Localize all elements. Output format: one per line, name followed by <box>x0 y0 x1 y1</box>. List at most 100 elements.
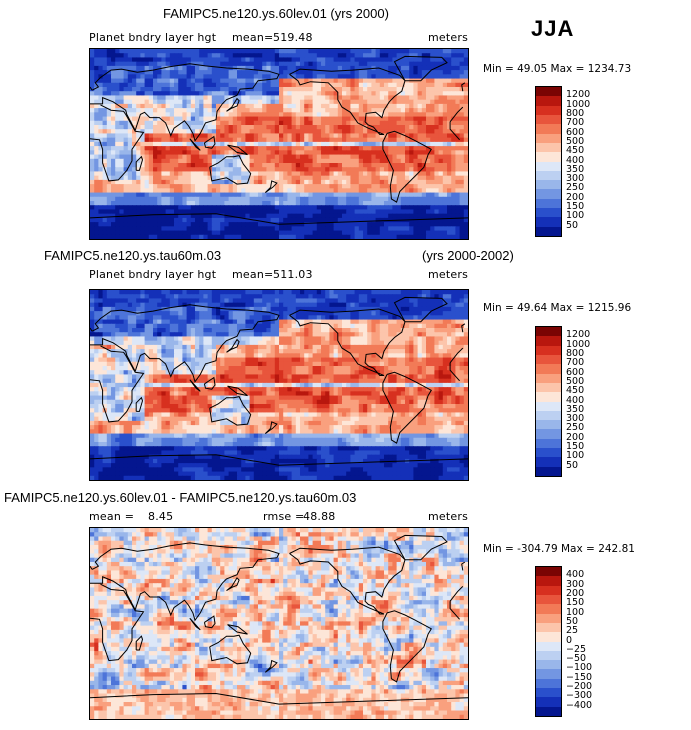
field-cell <box>190 125 196 130</box>
field-cell <box>245 213 251 219</box>
field-cell <box>342 141 347 147</box>
field-cell <box>190 53 196 59</box>
field-cell <box>287 311 293 316</box>
panel2-units: meters <box>428 268 469 281</box>
field-cell <box>94 179 99 185</box>
field-cell <box>274 61 280 67</box>
field-cell <box>148 222 154 227</box>
field-cell <box>207 290 213 295</box>
field-cell <box>157 205 162 211</box>
field-cell <box>140 70 146 75</box>
field-cell <box>216 133 221 139</box>
field-cell <box>115 196 120 202</box>
field-cell <box>291 226 297 232</box>
field-cell <box>346 171 351 177</box>
field-cell <box>153 120 158 126</box>
field-cell <box>308 99 314 105</box>
field-cell <box>329 294 335 300</box>
field-cell <box>384 294 389 300</box>
field-cell <box>186 298 192 304</box>
field-cell <box>409 53 414 59</box>
field-cell <box>232 141 238 147</box>
field-cell <box>350 87 356 92</box>
field-cell <box>262 129 267 135</box>
field-cell <box>140 74 146 80</box>
field-cell <box>396 294 402 300</box>
field-cell <box>174 226 179 232</box>
field-cell <box>455 141 461 147</box>
field-cell <box>266 230 272 236</box>
field-cell <box>459 311 465 316</box>
field-cell <box>291 306 297 312</box>
field-cell <box>249 158 255 164</box>
field-cell <box>182 298 188 304</box>
field-cell <box>186 306 192 312</box>
field-cell <box>203 125 209 130</box>
field-cell <box>379 298 385 304</box>
field-cell <box>199 95 204 101</box>
field-cell <box>316 53 322 59</box>
field-cell <box>438 298 444 304</box>
field-cell <box>434 167 440 173</box>
field-cell <box>90 192 95 198</box>
field-cell <box>199 290 204 295</box>
field-cell <box>266 99 272 105</box>
field-cell <box>270 125 276 130</box>
field-cell <box>371 154 377 160</box>
field-cell <box>409 125 414 130</box>
field-cell <box>249 70 255 75</box>
field-cell <box>447 298 452 304</box>
field-cell <box>447 315 452 321</box>
field-cell <box>274 226 280 232</box>
field-cell <box>119 217 125 223</box>
field-cell <box>266 188 272 194</box>
field-cell <box>203 163 209 168</box>
field-cell <box>119 171 125 177</box>
field-cell <box>287 315 293 321</box>
field-cell <box>405 146 410 151</box>
field-cell <box>136 298 141 304</box>
field-cell <box>405 196 410 202</box>
field-cell <box>153 209 158 215</box>
field-cell <box>358 91 364 97</box>
field-cell <box>127 129 133 135</box>
field-cell <box>132 201 137 206</box>
field-cell <box>153 103 158 109</box>
field-cell <box>144 171 150 177</box>
field-cell <box>237 167 242 173</box>
field-cell <box>354 82 360 88</box>
field-cell <box>211 179 217 185</box>
panel2-mean-label: mean= <box>232 268 274 281</box>
field-cell <box>211 158 217 164</box>
field-cell <box>153 328 158 333</box>
field-cell <box>237 141 242 147</box>
field-cell <box>455 61 461 67</box>
field-cell <box>342 154 347 160</box>
field-cell <box>409 150 414 156</box>
field-cell <box>354 196 360 202</box>
field-cell <box>174 158 179 164</box>
field-cell <box>312 87 318 92</box>
field-cell <box>434 61 440 67</box>
field-cell <box>379 226 385 232</box>
field-cell <box>367 146 372 151</box>
field-cell <box>211 222 217 227</box>
field-cell <box>350 129 356 135</box>
field-cell <box>157 112 162 118</box>
field-cell <box>367 141 372 147</box>
field-cell <box>178 205 183 211</box>
field-cell <box>426 150 431 156</box>
field-cell <box>434 137 440 143</box>
field-cell <box>426 146 431 151</box>
field-cell <box>346 192 351 198</box>
field-cell <box>241 95 246 101</box>
field-cell <box>94 222 99 227</box>
field-cell <box>346 234 351 239</box>
field-cell <box>459 306 465 312</box>
field-cell <box>421 158 427 164</box>
field-cell <box>350 150 356 156</box>
field-cell <box>367 217 372 223</box>
field-cell <box>304 302 309 308</box>
field-cell <box>169 196 175 202</box>
field-cell <box>186 65 192 71</box>
